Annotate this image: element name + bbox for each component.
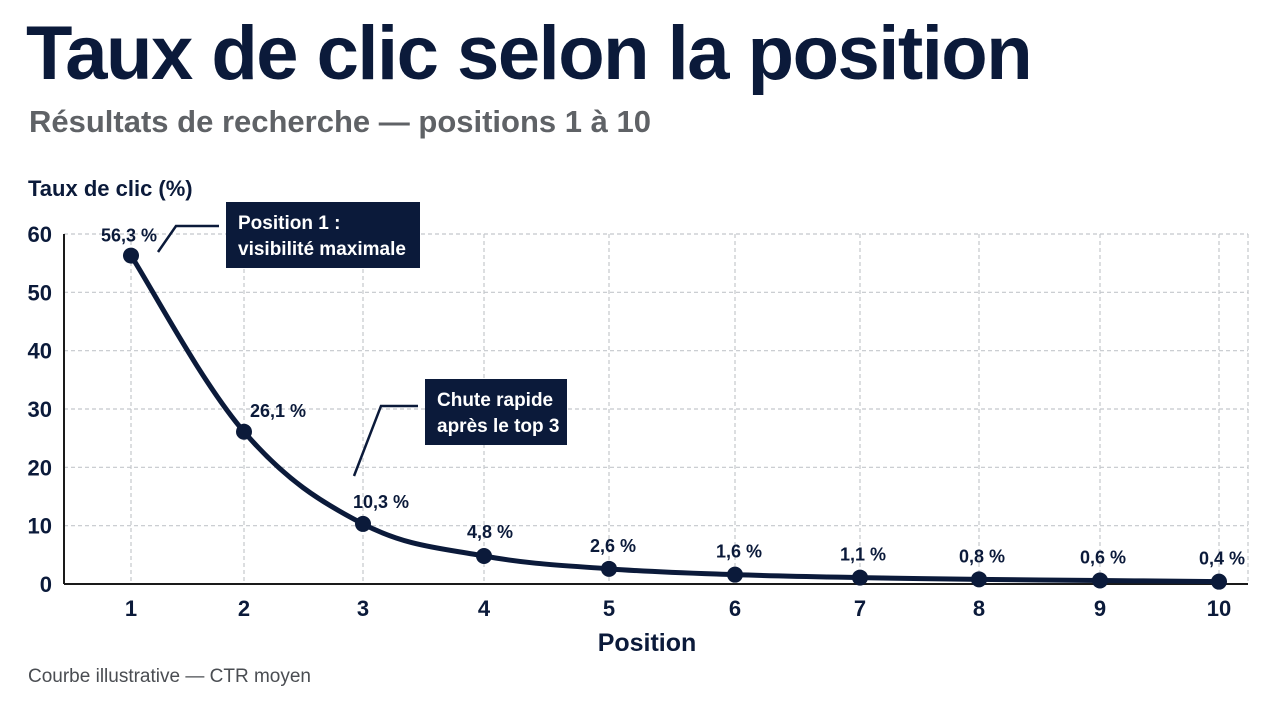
x-tick-label: 9 [1094,596,1106,621]
data-point [123,247,139,264]
data-point [1211,573,1227,590]
y-tick-label: 0 [40,572,52,597]
y-tick-label: 40 [28,339,52,364]
annotation-text: après le top 3 [437,416,560,437]
y-tick-label: 20 [28,455,52,480]
data-label: 0,6 % [1080,548,1126,568]
annotation-text: visibilité maximale [238,239,406,260]
series-line [128,253,1222,585]
y-axis-label: Taux de clic (%) [28,176,193,201]
x-tick-label: 5 [603,596,615,621]
x-tick-label: 1 [125,596,137,621]
annotations: Position 1 : visibilité maximale Chute rap… [156,202,567,477]
data-series [123,247,1227,590]
data-point [236,423,252,440]
annotation-text: Position 1 : [238,213,340,234]
x-tick-label: 2 [238,596,250,621]
data-label: 10,3 % [353,492,409,512]
data-point [476,548,492,564]
x-tick-label: 6 [729,596,741,621]
annotation-leader [352,404,418,477]
data-label: 1,1 % [840,545,886,565]
annotation-box [226,202,420,268]
data-labels: 56,3 % 26,1 % 10,3 % 4,8 % 2,6 % 1,6 % 1,1 % 0,… [101,226,1245,569]
chart-title: Taux de clic selon la position [26,11,1033,96]
x-tick-label: 7 [854,596,866,621]
data-point [971,571,987,588]
data-point [601,560,617,577]
data-label: 0,4 % [1199,549,1245,569]
data-label: 4,8 % [467,522,513,542]
data-label: 26,1 % [250,401,306,421]
x-tick-label: 10 [1207,596,1231,621]
tick-labels: 0 10 20 30 40 50 60 1 2 3 4 5 6 7 8 9 10 [28,222,1232,621]
y-tick-label: 10 [28,514,52,539]
x-tick-label: 3 [357,596,369,621]
x-tick-label: 8 [973,596,985,621]
data-label: 56,3 % [101,226,157,246]
annotation-callout: Chute rapide après le top 3 [352,379,567,477]
annotation-text: Chute rapide [437,390,553,411]
footnote: Courbe illustrative — CTR moyen [28,666,311,687]
y-tick-label: 60 [28,222,52,247]
data-point [852,569,868,586]
data-label: 1,6 % [716,542,762,562]
data-point [1092,572,1108,589]
y-tick-label: 50 [28,280,52,305]
annotation-callout: Position 1 : visibilité maximale [156,202,420,268]
chart-subtitle: Résultats de recherche — positions 1 à 1… [29,104,651,139]
data-label: 2,6 % [590,536,636,556]
annotation-box [425,379,567,445]
annotation-leader [156,224,219,253]
data-point [355,515,371,532]
x-tick-label: 4 [478,596,491,621]
grid-lines [64,233,1249,584]
x-axis-label: Position [598,629,697,657]
y-tick-label: 30 [28,397,52,422]
axes: Taux de clic (%) Position [28,176,1248,657]
data-point [727,566,743,583]
data-label: 0,8 % [959,546,1005,566]
